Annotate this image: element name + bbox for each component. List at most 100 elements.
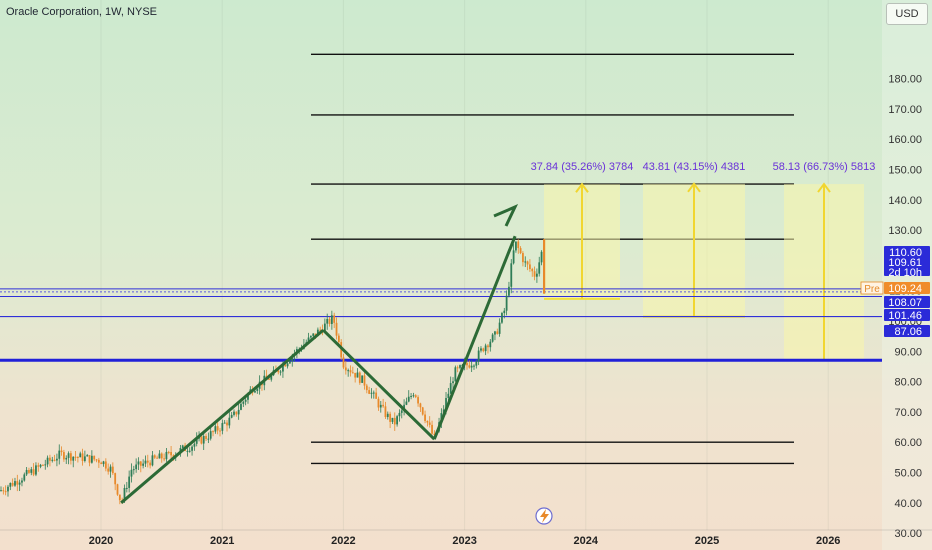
candle-body — [400, 410, 403, 413]
candle-body — [0, 490, 2, 492]
candle-body — [526, 261, 529, 265]
candle-body — [344, 367, 347, 371]
price-badge — [884, 246, 930, 258]
currency-button[interactable]: USD — [886, 3, 928, 25]
candle-body — [454, 367, 457, 382]
candle-body — [95, 459, 98, 461]
candle-body — [524, 261, 527, 263]
candle-body — [235, 411, 238, 415]
measure-label: 43.81 (43.15%) 4381 — [643, 161, 746, 173]
candle-body — [35, 465, 37, 475]
price-badge — [884, 256, 930, 276]
candle-body — [482, 348, 485, 352]
candle-body — [153, 455, 156, 458]
candle-body — [4, 491, 7, 493]
candle-body — [393, 417, 396, 425]
candle-body — [240, 403, 242, 410]
candle-body — [505, 295, 508, 311]
candle-body — [384, 406, 387, 418]
candle-body — [510, 263, 513, 287]
candle-body — [405, 401, 408, 405]
candle-body — [477, 350, 480, 362]
candle-body — [484, 345, 487, 352]
candle-body — [83, 456, 86, 461]
candle-body — [51, 459, 54, 461]
candle-body — [74, 456, 77, 458]
candle-body — [88, 455, 91, 463]
candle-body — [167, 451, 170, 453]
candle-body — [419, 403, 422, 408]
trend-line — [432, 235, 517, 440]
price-badge-value: 109.61 — [888, 257, 922, 269]
candle-body — [391, 417, 394, 422]
candle-body — [517, 241, 520, 249]
time-axis-label: 2020 — [89, 535, 113, 547]
price-tick-label: 180.00 — [888, 74, 922, 86]
candle-body — [37, 465, 40, 467]
candle-body — [18, 482, 21, 485]
candle-body — [522, 253, 524, 263]
candle-body — [144, 460, 147, 464]
candle-body — [398, 412, 401, 417]
candle-body — [11, 482, 14, 486]
measure-arrow-head — [817, 182, 831, 193]
price-badge — [884, 325, 930, 337]
price-tick-label: 160.00 — [888, 134, 922, 146]
candle-body — [270, 375, 273, 380]
candle-body — [2, 490, 5, 492]
lightning-icon — [540, 509, 549, 523]
candle-body — [312, 333, 315, 336]
candle-body — [244, 399, 247, 402]
candle-body — [447, 393, 450, 399]
candle-body — [212, 431, 214, 433]
candle-body — [449, 383, 452, 394]
candle-body — [508, 286, 510, 296]
price-tick-label: 170.00 — [888, 104, 922, 116]
candle-body — [489, 341, 492, 348]
candle-body — [414, 395, 417, 398]
candle-body — [142, 463, 145, 466]
candle-body — [63, 452, 65, 460]
candle-body — [533, 271, 536, 277]
candle-body — [356, 372, 359, 378]
candle-body — [491, 334, 494, 342]
candle-body — [319, 329, 322, 331]
candle-body — [431, 424, 433, 434]
time-axis-label: 2021 — [210, 535, 234, 547]
candle-body — [368, 390, 371, 394]
candle-body — [42, 464, 44, 466]
price-badge-sub: 2d 10h — [888, 267, 922, 279]
candle-body — [30, 469, 33, 473]
candle-body — [468, 365, 471, 368]
trend-line — [120, 328, 325, 504]
candle-body — [209, 431, 212, 439]
candle-body — [193, 443, 196, 447]
candle-body — [72, 456, 75, 461]
candle-body — [207, 438, 210, 440]
candle-body — [354, 372, 357, 378]
candle-body — [49, 457, 51, 461]
candle-body — [67, 453, 70, 458]
candle-body — [93, 455, 96, 460]
candle-body — [361, 375, 364, 383]
candle-body — [512, 250, 515, 264]
candle-body — [396, 416, 398, 425]
candle-body — [349, 370, 352, 373]
candle-body — [456, 367, 459, 369]
candle-body — [328, 318, 331, 324]
price-tick-label: 90.00 — [894, 346, 922, 358]
candle-body — [417, 397, 419, 404]
candle-body — [223, 422, 226, 424]
candle-body — [342, 357, 345, 368]
candle-body — [90, 455, 93, 463]
candle-body — [202, 435, 205, 444]
candle-body — [102, 461, 105, 465]
candle-body — [473, 365, 475, 367]
candle-body — [284, 364, 287, 367]
price-badge-value: 87.06 — [894, 326, 922, 338]
candle-body — [158, 453, 161, 459]
candle-body — [466, 363, 468, 366]
candle-body — [519, 248, 522, 254]
